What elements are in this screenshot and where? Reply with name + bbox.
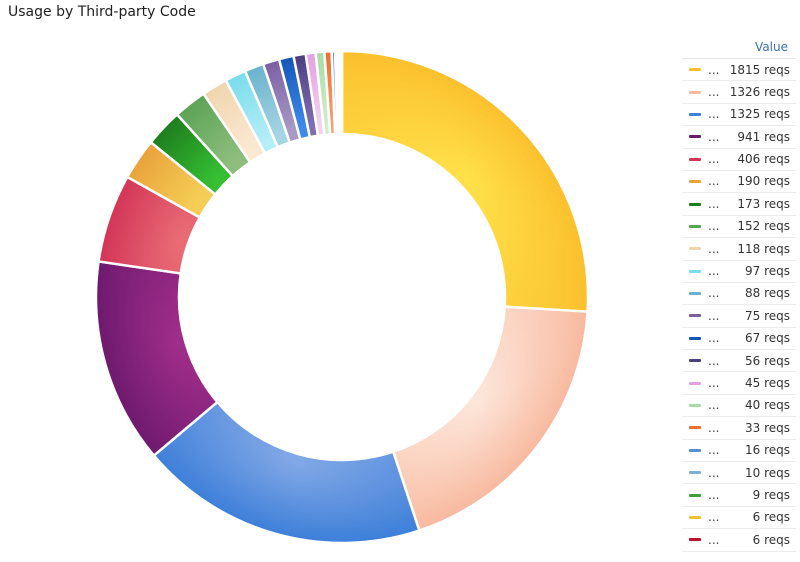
legend-item[interactable]: ... 190 reqs — [682, 171, 796, 194]
legend-item-name: ... — [708, 129, 720, 144]
legend-item-name: ... — [708, 487, 720, 502]
legend-item-name: ... — [708, 107, 720, 122]
legend-swatch — [689, 359, 701, 363]
legend-item-value: 45 reqs — [744, 375, 790, 390]
legend-item-value: 173 reqs — [737, 196, 790, 211]
legend-item-name: ... — [708, 353, 720, 368]
donut-slice-1[interactable] — [340, 49, 590, 313]
legend-item-value: 941 reqs — [737, 129, 790, 144]
legend-swatch — [689, 448, 701, 452]
legend-item[interactable]: ... 6 reqs — [682, 529, 796, 552]
legend-swatch — [689, 180, 701, 184]
legend-swatch — [689, 292, 701, 296]
legend-swatch — [689, 493, 701, 497]
legend-item[interactable]: ... 40 reqs — [682, 395, 796, 418]
legend-swatch — [689, 157, 701, 161]
legend-item[interactable]: ... 6 reqs — [682, 507, 796, 530]
legend-item[interactable]: ... 9 reqs — [682, 484, 796, 507]
donut-slice-2[interactable] — [391, 305, 589, 532]
legend-item-name: ... — [708, 264, 720, 279]
legend-item[interactable]: ... 941 reqs — [682, 126, 796, 149]
legend-item-value: 10 reqs — [744, 465, 790, 480]
legend-item[interactable]: ... 1325 reqs — [682, 104, 796, 127]
legend-item-value: 75 reqs — [744, 308, 790, 323]
legend-item-value: 406 reqs — [737, 152, 790, 167]
legend-swatch — [689, 516, 701, 519]
legend-item-name: ... — [708, 465, 720, 480]
legend-item-name: ... — [708, 241, 720, 256]
legend-item-value: 88 reqs — [744, 286, 790, 301]
legend-swatch — [689, 112, 701, 116]
legend-item-value: 97 reqs — [744, 264, 790, 279]
legend-item-value: 56 reqs — [744, 353, 790, 368]
legend-item[interactable]: ... 67 reqs — [682, 328, 796, 351]
donut-slice-22[interactable] — [339, 49, 344, 136]
legend-item-name: ... — [708, 510, 720, 525]
legend-item-value: 1815 reqs — [729, 62, 790, 77]
legend-item[interactable]: ... 1326 reqs — [682, 81, 796, 104]
legend-item-name: ... — [708, 375, 720, 390]
legend-swatch — [689, 314, 701, 318]
legend-swatch — [689, 224, 701, 228]
legend-item[interactable]: ... 152 reqs — [682, 216, 796, 239]
legend-swatch — [689, 381, 701, 385]
legend-item[interactable]: ... 1815 reqs — [682, 59, 796, 82]
legend-item-value: 40 reqs — [744, 398, 790, 413]
legend-value-header[interactable]: Value — [682, 36, 796, 59]
legend-item-value: 6 reqs — [752, 510, 790, 525]
legend-item-value: 6 reqs — [752, 532, 790, 547]
legend-item-name: ... — [708, 331, 720, 346]
legend: Value ... 1815 reqs... 1326 reqs... 1325 re… — [682, 36, 796, 552]
legend-item[interactable]: ... 406 reqs — [682, 149, 796, 171]
legend-item-name: ... — [708, 84, 720, 99]
legend-swatch — [689, 269, 701, 273]
legend-item-value: 118 reqs — [737, 241, 790, 256]
legend-item-value: 33 reqs — [744, 420, 790, 435]
donut-chart — [94, 49, 590, 545]
legend-item-name: ... — [708, 398, 720, 413]
legend-item-value: 190 reqs — [737, 174, 790, 189]
legend-item-value: 1325 reqs — [729, 107, 790, 122]
legend-swatch — [689, 202, 701, 206]
legend-item-name: ... — [708, 152, 720, 167]
chart-title: Usage by Third-party Code — [8, 4, 196, 20]
legend-swatch — [689, 336, 701, 340]
legend-item[interactable]: ... 10 reqs — [682, 462, 796, 485]
legend-item-value: 1326 reqs — [729, 84, 790, 99]
legend-swatch — [689, 471, 701, 475]
legend-item[interactable]: ... 75 reqs — [682, 305, 796, 328]
legend-item-value: 152 reqs — [737, 219, 790, 234]
legend-swatch — [689, 247, 701, 251]
legend-item-value: 9 reqs — [752, 487, 790, 502]
legend-swatch — [689, 426, 701, 430]
legend-item-name: ... — [708, 219, 720, 234]
legend-swatch — [689, 90, 701, 94]
legend-item[interactable]: ... 45 reqs — [682, 372, 796, 395]
legend-item-name: ... — [708, 420, 720, 435]
legend-swatch — [689, 538, 701, 542]
legend-swatch — [689, 135, 701, 139]
legend-item-name: ... — [708, 196, 720, 211]
legend-item-name: ... — [708, 443, 720, 458]
legend-item-value: 16 reqs — [744, 443, 790, 458]
legend-item[interactable]: ... 33 reqs — [682, 417, 796, 440]
legend-item-name: ... — [708, 62, 720, 77]
legend-swatch — [689, 68, 701, 72]
legend-item[interactable]: ... 173 reqs — [682, 193, 796, 216]
legend-swatch — [689, 404, 701, 408]
legend-item-value: 67 reqs — [744, 331, 790, 346]
legend-item[interactable]: ... 97 reqs — [682, 261, 796, 283]
legend-item-name: ... — [708, 286, 720, 301]
legend-item[interactable]: ... 16 reqs — [682, 440, 796, 463]
legend-item-name: ... — [708, 174, 720, 189]
legend-item-name: ... — [708, 532, 720, 547]
legend-item[interactable]: ... 118 reqs — [682, 238, 796, 261]
legend-item-name: ... — [708, 308, 720, 323]
legend-item[interactable]: ... 56 reqs — [682, 350, 796, 373]
legend-item[interactable]: ... 88 reqs — [682, 283, 796, 306]
